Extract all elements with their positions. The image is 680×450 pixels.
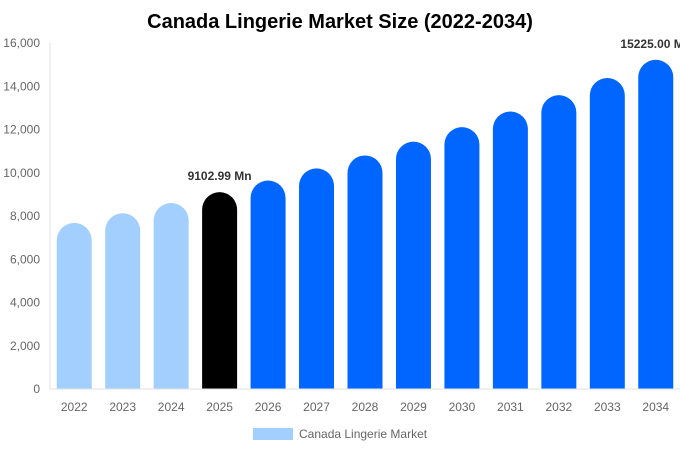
x-tick-label: 2032 [545, 400, 572, 414]
y-tick-label: 0 [33, 382, 40, 396]
bar-2027[interactable] [299, 168, 335, 389]
data-label: 15225.00 Mn [620, 37, 680, 51]
bar-2029[interactable] [395, 141, 431, 389]
y-axis: 0 2,000 4,000 6,000 8,000 10,000 12,000 14,000 1… [3, 36, 51, 396]
bar-2030[interactable] [444, 127, 480, 390]
bar-2024[interactable] [153, 203, 189, 389]
y-tick-label: 2,000 [10, 339, 40, 353]
chart-title: Canada Lingerie Market Size (2022-2034) [147, 11, 533, 33]
data-labels: 9102.99 Mn 15225.00 Mn [188, 37, 680, 183]
bars [56, 59, 674, 390]
x-tick-label: 2034 [642, 400, 669, 414]
bar-2025[interactable] [202, 192, 238, 389]
y-tick-label: 4,000 [10, 296, 40, 310]
bar-2034[interactable] [638, 59, 674, 390]
y-tick-label: 8,000 [10, 209, 40, 223]
x-tick-label: 2025 [206, 400, 233, 414]
x-tick-label: 2027 [303, 400, 330, 414]
x-tick-label: 2029 [400, 400, 427, 414]
bar-2026[interactable] [250, 180, 286, 389]
bar-2032[interactable] [541, 95, 577, 389]
y-tick-label: 12,000 [3, 123, 40, 137]
x-tick-label: 2028 [352, 400, 379, 414]
legend-label: Canada Lingerie Market [299, 427, 428, 441]
bar-2023[interactable] [105, 213, 141, 389]
data-label: 9102.99 Mn [188, 169, 252, 183]
x-tick-label: 2031 [497, 400, 524, 414]
x-tick-label: 2024 [158, 400, 185, 414]
bar-2033[interactable] [589, 78, 625, 389]
y-tick-label: 14,000 [3, 79, 40, 93]
legend[interactable]: Canada Lingerie Market [253, 427, 428, 441]
x-tick-label: 2033 [594, 400, 621, 414]
x-tick-label: 2022 [61, 400, 88, 414]
y-tick-label: 10,000 [3, 166, 40, 180]
bar-2028[interactable] [347, 155, 383, 389]
y-tick-label: 16,000 [3, 36, 40, 50]
x-tick-label: 2023 [109, 400, 136, 414]
bar-2022[interactable] [56, 222, 92, 389]
bar-2031[interactable] [492, 111, 528, 389]
legend-swatch [253, 428, 293, 440]
x-axis: 2022 2023 2024 2025 2026 2027 2028 2029 2030 2031… [50, 388, 680, 414]
x-tick-label: 2030 [449, 400, 476, 414]
x-tick-label: 2026 [255, 400, 282, 414]
y-tick-label: 6,000 [10, 252, 40, 266]
